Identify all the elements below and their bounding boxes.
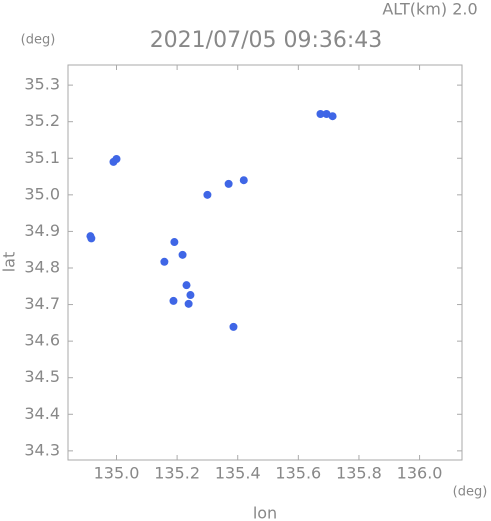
echo-point	[239, 176, 248, 185]
echo-point	[186, 291, 195, 300]
echo-point	[316, 110, 325, 119]
echo-point	[184, 299, 193, 308]
x-tick-label: 135.6	[275, 464, 321, 483]
x-unit: (deg)	[453, 485, 488, 500]
plot-frame	[67, 64, 463, 461]
y-tick-label: 34.5	[24, 367, 60, 386]
y-tick-label: 34.4	[24, 404, 60, 423]
echo-point	[224, 179, 233, 188]
y-tick-label: 34.3	[24, 440, 60, 459]
y-tick-label: 34.6	[24, 331, 60, 350]
echo-point	[160, 257, 169, 266]
x-tick-label: 136.0	[397, 464, 443, 483]
y-tick-label: 34.9	[24, 221, 60, 240]
echo-point	[87, 234, 96, 243]
y-tick-label: 35.0	[24, 184, 60, 203]
y-tick-label: 34.8	[24, 257, 60, 276]
x-axis-label: lon	[253, 504, 277, 521]
x-tick-label: 135.0	[94, 464, 140, 483]
y-tick-label: 35.3	[24, 75, 60, 94]
y-axis-label: lat	[0, 252, 19, 273]
echo-point	[322, 110, 331, 119]
echo-point	[170, 238, 179, 247]
echo-point	[178, 250, 187, 259]
echo-point	[109, 157, 118, 166]
x-tick-label: 135.8	[336, 464, 382, 483]
y-tick-label: 34.7	[24, 294, 60, 313]
echo-point	[169, 296, 178, 305]
y-tick-label: 35.1	[24, 148, 60, 167]
echo-point	[229, 322, 238, 331]
echo-point	[203, 190, 212, 199]
echo-point	[328, 112, 337, 121]
altitude-label: ALT(km) 2.0	[382, 0, 477, 19]
y-tick-label: 35.2	[24, 111, 60, 130]
x-tick-label: 135.4	[215, 464, 261, 483]
chart-title: 2021/07/05 09:36:43	[150, 28, 383, 53]
echo-point	[182, 281, 191, 290]
x-tick-label: 135.2	[154, 464, 200, 483]
y-unit: (deg)	[21, 33, 56, 48]
